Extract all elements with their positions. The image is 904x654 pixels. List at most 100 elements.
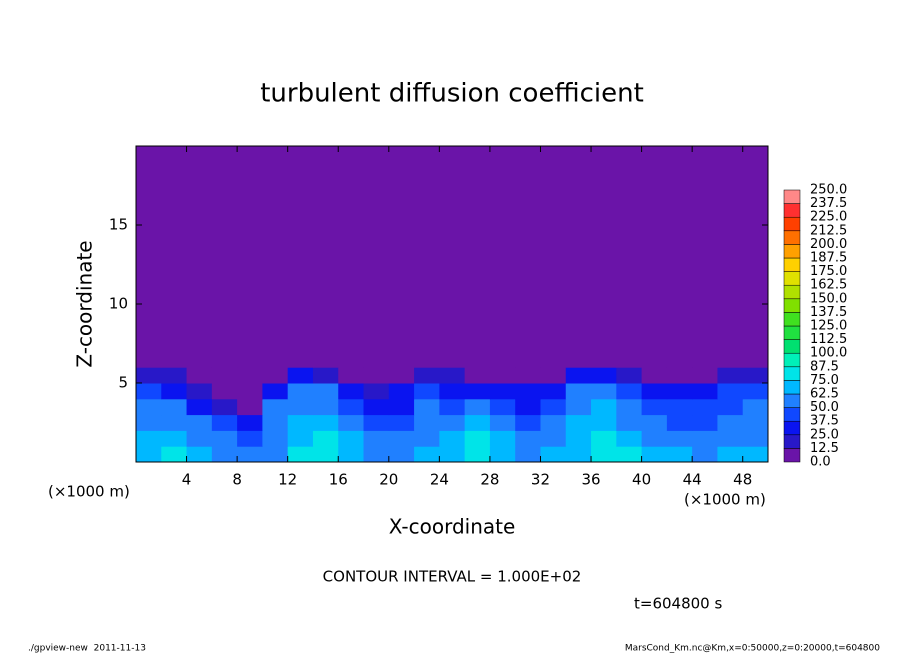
- colorbar-cell: [783, 420, 801, 436]
- colorbar-label: 225.0: [810, 210, 847, 225]
- time-label: t=604800 s: [634, 595, 722, 613]
- colorbar-label: 150.0: [810, 291, 847, 306]
- heat-cell: [464, 398, 491, 416]
- heat-cell: [666, 414, 693, 431]
- heat-cell: [515, 398, 541, 416]
- heat-cell: [363, 398, 390, 416]
- y-unit: (×1000 m): [48, 483, 130, 501]
- heat-cell: [338, 398, 365, 416]
- heat-cell: [464, 367, 491, 384]
- heat-cell: [591, 367, 617, 384]
- colorbar-label: 87.5: [810, 359, 839, 374]
- heat-cell: [641, 367, 668, 384]
- heat-cell: [515, 446, 541, 463]
- heat-cell: [262, 146, 289, 368]
- heat-cell: [186, 146, 213, 368]
- heat-cell: [414, 383, 440, 400]
- heat-cell: [363, 383, 390, 400]
- heat-cell: [312, 430, 339, 447]
- heat-cell: [312, 367, 339, 384]
- heat-cell: [692, 367, 718, 384]
- heat-cell: [591, 146, 617, 368]
- colorbar-cell: [783, 352, 801, 368]
- colorbar-cell: [783, 189, 801, 204]
- heat-cell: [186, 446, 213, 463]
- heat-cell: [742, 398, 769, 416]
- heat-cell: [540, 414, 567, 431]
- heat-cell: [464, 414, 491, 431]
- heat-cell: [262, 383, 289, 400]
- heat-cell: [161, 398, 188, 416]
- colorbar-label: 125.0: [810, 319, 847, 334]
- heat-cell: [616, 146, 643, 368]
- heat-cell: [211, 414, 238, 431]
- heat-cell: [186, 430, 213, 447]
- heat-cell: [540, 367, 567, 384]
- heat-cell: [287, 367, 314, 384]
- heat-cell: [464, 146, 491, 368]
- heat-cell: [136, 414, 162, 431]
- heat-cell: [540, 398, 567, 416]
- heat-cell: [540, 146, 567, 368]
- x-tick-label: 36: [581, 471, 600, 489]
- heat-cell: [363, 430, 390, 447]
- heat-cell: [540, 383, 567, 400]
- heat-cell: [414, 367, 440, 384]
- heat-cell: [641, 430, 668, 447]
- colorbar-cell: [783, 312, 801, 327]
- heat-cell: [388, 383, 415, 400]
- heat-cell: [287, 383, 314, 400]
- heat-cell: [591, 414, 617, 431]
- heat-cell: [515, 414, 541, 431]
- heat-cell: [742, 446, 769, 463]
- colorbar-cell: [783, 380, 801, 395]
- heat-cell: [338, 414, 365, 431]
- heat-cell: [666, 430, 693, 447]
- colorbar-label: 75.0: [810, 373, 839, 388]
- x-unit: (×1000 m): [684, 491, 766, 509]
- heat-cell: [515, 367, 541, 384]
- heat-cell: [136, 430, 162, 447]
- heat-cell: [237, 414, 263, 431]
- x-tick-label: 28: [480, 471, 499, 489]
- heat-cell: [464, 446, 491, 463]
- colorbar-cell: [783, 448, 801, 463]
- heat-cell: [742, 367, 769, 384]
- colorbar-label: 250.0: [810, 183, 847, 198]
- heat-cell: [388, 446, 415, 463]
- heat-cell: [515, 146, 541, 368]
- heat-cell: [312, 398, 339, 416]
- heat-cell: [489, 398, 516, 416]
- heat-cell: [616, 398, 643, 416]
- colorbar-label: 50.0: [810, 400, 839, 415]
- x-tick-label: 4: [182, 471, 192, 489]
- colorbar-label: 37.5: [810, 414, 839, 429]
- heat-cell: [136, 146, 162, 368]
- heat-cell: [312, 146, 339, 368]
- heat-cell: [489, 446, 516, 463]
- heat-cell: [388, 146, 415, 368]
- footer-left: ./gpview-new 2011-11-13: [28, 644, 146, 654]
- heat-cell: [717, 398, 744, 416]
- x-tick-label: 16: [329, 471, 348, 489]
- heat-cell: [742, 383, 769, 400]
- heat-cell: [515, 383, 541, 400]
- heat-cell: [489, 383, 516, 400]
- heat-cell: [666, 146, 693, 368]
- colorbar-label: 162.5: [810, 278, 847, 293]
- heat-cell: [237, 367, 263, 384]
- colorbar-cell: [783, 434, 801, 449]
- x-tick-label: 8: [232, 471, 242, 489]
- heat-cell: [692, 146, 718, 368]
- colorbar-label: 212.5: [810, 223, 847, 238]
- heat-cell: [540, 430, 567, 447]
- colorbar-cell: [783, 284, 801, 300]
- heat-cell: [262, 446, 289, 463]
- colorbar-cell: [783, 216, 801, 232]
- heat-cell: [641, 446, 668, 463]
- heat-cell: [161, 146, 188, 368]
- heat-cell: [565, 146, 592, 368]
- heat-cell: [262, 398, 289, 416]
- colorbar-cell: [783, 230, 801, 245]
